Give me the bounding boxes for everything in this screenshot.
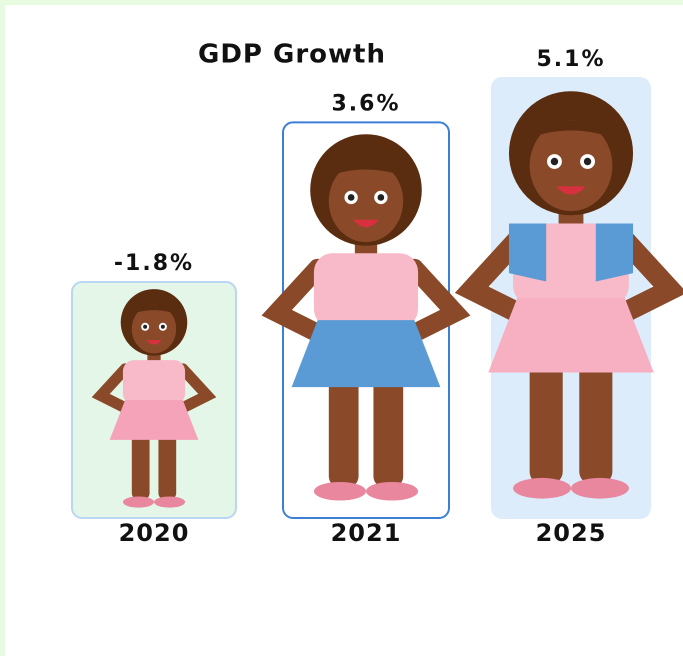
frame-left bbox=[0, 0, 5, 656]
figure-shoe bbox=[122, 496, 154, 508]
x-tick-label: 2021 bbox=[331, 519, 402, 547]
figure-skirt bbox=[109, 400, 199, 440]
figure-mouth bbox=[556, 186, 586, 195]
figure-shoe bbox=[154, 496, 186, 508]
figure-bangs bbox=[521, 120, 621, 141]
figure-bangs bbox=[321, 160, 411, 179]
figure-leg bbox=[158, 426, 177, 500]
figure-pupil bbox=[143, 324, 148, 329]
figure-face bbox=[328, 160, 404, 243]
figure-arm bbox=[175, 363, 217, 415]
figure-arm bbox=[610, 229, 683, 325]
figure-leg bbox=[579, 347, 613, 485]
frame-top bbox=[0, 0, 683, 5]
figure-shoe bbox=[571, 477, 629, 499]
figure-arm bbox=[91, 363, 133, 415]
value-label: -1.8% bbox=[114, 251, 194, 276]
figure-arm bbox=[454, 229, 532, 325]
figure-face bbox=[529, 120, 613, 212]
figure-shoe bbox=[313, 481, 366, 501]
x-tick-label: 2025 bbox=[536, 519, 607, 547]
figure-bangs bbox=[127, 304, 181, 316]
figure-mouth bbox=[352, 219, 380, 228]
figure-face bbox=[131, 304, 177, 354]
figure bbox=[261, 134, 471, 501]
figure bbox=[454, 91, 683, 499]
figure-shoe bbox=[513, 477, 571, 499]
figure-arm bbox=[261, 258, 331, 345]
chart-title: GDP Growth bbox=[198, 40, 386, 70]
figure-leg bbox=[131, 426, 150, 500]
figure-pupil bbox=[160, 324, 165, 329]
figure-skirt bbox=[488, 298, 654, 373]
figure-skirt bbox=[291, 320, 441, 388]
figure-shirt bbox=[313, 253, 419, 328]
figure-jacket bbox=[508, 223, 547, 282]
figure-pupil bbox=[550, 157, 559, 166]
figure-shoe bbox=[366, 481, 419, 501]
figure-leg bbox=[529, 347, 563, 485]
x-tick-label: 2020 bbox=[119, 519, 190, 547]
value-label: 5.1% bbox=[536, 47, 605, 72]
figure-jacket bbox=[595, 223, 634, 282]
figure-pupil bbox=[377, 194, 385, 201]
figure bbox=[91, 289, 217, 508]
figure-pupil bbox=[583, 157, 592, 166]
value-label: 3.6% bbox=[331, 91, 400, 116]
figure-mouth bbox=[146, 340, 162, 345]
figure-shirt bbox=[122, 360, 186, 405]
figure-pupil bbox=[347, 194, 355, 201]
figure-arm bbox=[401, 258, 471, 345]
figure-leg bbox=[328, 364, 359, 488]
figure-leg bbox=[373, 364, 404, 488]
